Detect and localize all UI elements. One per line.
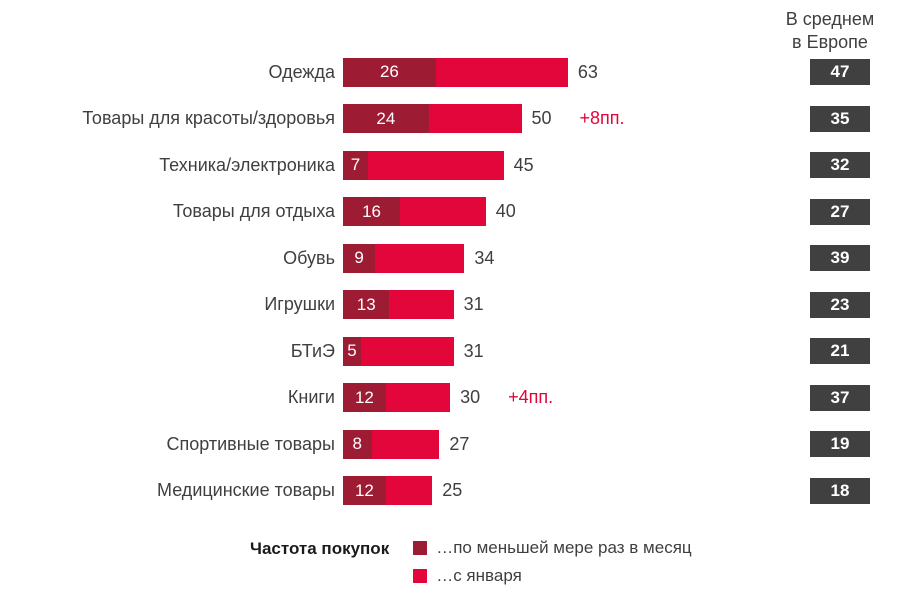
europe-average-value: 35 bbox=[810, 105, 870, 132]
bar-total-value: 31 bbox=[463, 340, 484, 361]
legend-item: …с января bbox=[413, 566, 691, 586]
legend: Частота покупок …по меньшей мере раз в м… bbox=[250, 538, 692, 586]
bar-monthly-segment: 16 bbox=[343, 197, 401, 227]
change-annotation: +4пп. bbox=[508, 387, 554, 408]
bar-total-value: 34 bbox=[474, 247, 495, 268]
europe-average-value: 32 bbox=[810, 152, 870, 179]
bar-total-value: 40 bbox=[495, 201, 516, 222]
category-label: БТиЭ bbox=[290, 340, 335, 361]
bar-monthly-segment: 9 bbox=[343, 243, 376, 273]
chart-row: Товары для красоты/здоровья 24 50 +8пп. 35 bbox=[0, 96, 900, 143]
europe-average-cell: 18 bbox=[810, 477, 900, 504]
europe-average-value: 21 bbox=[810, 338, 870, 365]
chart-row: Медицинские товары 12 25 18 bbox=[0, 468, 900, 515]
chart-row: Товары для отдыха 16 40 27 bbox=[0, 189, 900, 236]
bar-monthly-segment: 7 bbox=[343, 150, 368, 180]
chart-row: Игрушки 13 31 23 bbox=[0, 282, 900, 329]
bar-area: 5 31 bbox=[343, 336, 810, 366]
chart-row: Техника/электроника 7 45 32 bbox=[0, 142, 900, 189]
europe-average-cell: 35 bbox=[810, 105, 900, 132]
legend-title: Частота покупок bbox=[250, 539, 390, 558]
category-label: Товары для красоты/здоровья bbox=[82, 108, 335, 129]
bar-monthly-segment: 8 bbox=[343, 429, 372, 459]
europe-average-cell: 23 bbox=[810, 291, 900, 318]
bar-area: 12 25 bbox=[343, 476, 810, 506]
europe-average-value: 27 bbox=[810, 198, 870, 225]
bar-total-value: 25 bbox=[442, 480, 463, 501]
bar-monthly-segment: 26 bbox=[343, 57, 436, 87]
europe-average-cell: 21 bbox=[810, 338, 900, 365]
bar-total-value: 27 bbox=[449, 433, 470, 454]
bar-monthly-segment: 5 bbox=[343, 336, 361, 366]
bar-area: 12 30 +4пп. bbox=[343, 383, 810, 413]
category-label: Обувь bbox=[283, 247, 335, 268]
legend-swatch bbox=[413, 569, 428, 583]
europe-average-value: 18 bbox=[810, 477, 870, 504]
europe-average-value: 37 bbox=[810, 384, 870, 411]
legend-item-label: …по меньшей мере раз в месяц bbox=[436, 538, 692, 557]
bar-monthly-segment: 13 bbox=[343, 290, 390, 320]
bar-since-january bbox=[343, 336, 454, 366]
category-label: Товары для отдыха bbox=[172, 201, 335, 222]
europe-average-cell: 47 bbox=[810, 59, 900, 86]
bar-total-value: 45 bbox=[513, 154, 534, 175]
europe-average-value: 19 bbox=[810, 431, 870, 458]
europe-average-cell: 37 bbox=[810, 384, 900, 411]
chart-rows: Одежда 26 63 47 Товары для красоты/здоровья 2… bbox=[0, 49, 900, 514]
category-label: Книги bbox=[287, 387, 335, 408]
europe-average-cell: 19 bbox=[810, 431, 900, 458]
bar-area: 7 45 bbox=[343, 150, 810, 180]
bar-area: 26 63 bbox=[343, 57, 810, 87]
bar-total-value: 30 bbox=[460, 387, 481, 408]
legend-items: …по меньшей мере раз в месяц …с января bbox=[413, 538, 692, 586]
legend-item: …по меньшей мере раз в месяц bbox=[413, 538, 692, 558]
bar-monthly-segment: 12 bbox=[343, 476, 386, 506]
category-label: Спортивные товары bbox=[166, 433, 336, 454]
bar-total-value: 31 bbox=[463, 294, 484, 315]
chart-row: Обувь 9 34 39 bbox=[0, 235, 900, 282]
chart-row: Спортивные товары 8 27 19 bbox=[0, 421, 900, 468]
category-label: Медицинские товары bbox=[157, 480, 335, 501]
europe-average-value: 39 bbox=[810, 245, 870, 272]
bar-area: 24 50 +8пп. bbox=[343, 104, 810, 134]
europe-average-cell: 27 bbox=[810, 198, 900, 225]
legend-item-label: …с января bbox=[436, 566, 522, 585]
category-label: Одежда bbox=[268, 61, 335, 82]
europe-average-value: 23 bbox=[810, 291, 870, 318]
category-label: Игрушки bbox=[264, 294, 335, 315]
bar-area: 13 31 bbox=[343, 290, 810, 320]
bar-total-value: 63 bbox=[577, 61, 598, 82]
bar-total-value: 50 bbox=[531, 108, 552, 129]
legend-swatch bbox=[413, 541, 428, 555]
bar-monthly-segment: 24 bbox=[343, 104, 429, 134]
change-annotation: +8пп. bbox=[579, 108, 625, 129]
europe-average-value: 47 bbox=[810, 59, 870, 86]
chart-row: БТиЭ 5 31 21 bbox=[0, 328, 900, 375]
category-label: Техника/электроника bbox=[159, 154, 335, 175]
chart-row: Книги 12 30 +4пп. 37 bbox=[0, 375, 900, 422]
europe-average-header: В среднем в Европе bbox=[785, 9, 875, 52]
bar-area: 8 27 bbox=[343, 429, 810, 459]
chart-row: Одежда 26 63 47 bbox=[0, 49, 900, 96]
europe-average-cell: 32 bbox=[810, 152, 900, 179]
bar-area: 16 40 bbox=[343, 197, 810, 227]
bar-area: 9 34 bbox=[343, 243, 810, 273]
europe-average-cell: 39 bbox=[810, 245, 900, 272]
bar-monthly-segment: 12 bbox=[343, 383, 386, 413]
bar-since-january bbox=[343, 150, 504, 180]
